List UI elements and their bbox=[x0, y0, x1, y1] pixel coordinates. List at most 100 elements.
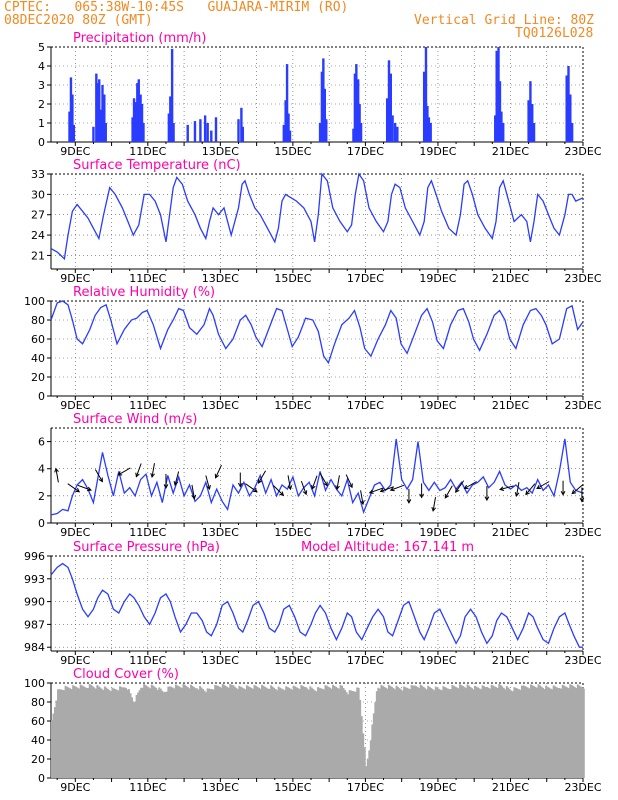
cloud-cover-bar bbox=[499, 684, 502, 778]
cloud-cover-bar bbox=[268, 688, 271, 778]
panel1-title: Precipitation (mm/h) bbox=[73, 31, 206, 46]
wind-arrow-head bbox=[525, 490, 530, 496]
wind-arrow-head bbox=[335, 485, 340, 491]
cloud-cover-bar bbox=[67, 687, 70, 778]
precip-bar bbox=[134, 102, 138, 142]
wind-arrow-head bbox=[86, 486, 92, 492]
wind-arrow bbox=[135, 463, 142, 477]
cloud-cover-bar bbox=[247, 686, 250, 778]
cloud-cover-bar bbox=[276, 690, 279, 778]
cloud-cover-bar bbox=[120, 686, 123, 778]
cloud-cover-bar bbox=[261, 684, 263, 778]
cloud-cover-bar bbox=[208, 688, 211, 778]
cloud-cover-bar bbox=[88, 684, 91, 778]
cloud-cover-bar bbox=[523, 686, 526, 778]
cloud-cover-bar bbox=[415, 686, 418, 778]
cloud-cover-bar bbox=[259, 688, 262, 778]
cloud-cover-bar bbox=[183, 684, 186, 778]
panel3-title: Relative Humidity (%) bbox=[73, 285, 215, 300]
cloud-cover-bar bbox=[111, 687, 114, 778]
cloud-cover-bar bbox=[454, 686, 457, 778]
precip-bar bbox=[92, 126, 95, 142]
cloud-cover-bar bbox=[436, 687, 439, 778]
panel3-xtick-label: 17DEC bbox=[347, 399, 384, 412]
wind-arrow-head bbox=[54, 467, 59, 473]
cloud-cover-bar bbox=[424, 688, 427, 778]
cloud-cover-bar bbox=[539, 685, 541, 778]
precip-bar bbox=[387, 60, 391, 142]
cloud-cover-bar bbox=[81, 685, 84, 778]
cloud-cover-bar bbox=[156, 690, 159, 778]
cloud-cover-bar bbox=[430, 688, 433, 778]
precip-bar bbox=[320, 71, 324, 142]
panel4-xtick-label: 9DEC bbox=[60, 526, 90, 539]
wind-arrow-head bbox=[302, 490, 308, 496]
wind-arrow-head bbox=[406, 499, 412, 504]
cloud-cover-bar bbox=[339, 684, 342, 778]
cloud-cover-bar bbox=[115, 689, 118, 778]
cloud-cover-bar bbox=[75, 686, 78, 778]
wind-arrow bbox=[191, 484, 195, 499]
panel1-ytick-label: 1 bbox=[38, 117, 45, 130]
cloud-cover-bar bbox=[235, 687, 238, 778]
panel4-ytick-label: 0 bbox=[38, 517, 45, 530]
cloud-cover-bar bbox=[211, 689, 214, 778]
wind-arrow bbox=[311, 475, 318, 490]
cloud-cover-bar bbox=[389, 685, 392, 778]
cloud-cover-bar bbox=[472, 689, 475, 778]
cloud-cover-bar bbox=[170, 686, 173, 778]
panel4-xtick-label: 15DEC bbox=[274, 526, 311, 539]
panel1-ytick-label: 4 bbox=[38, 60, 45, 73]
header-grid-note: Vertical Grid Line: 80Z bbox=[414, 13, 595, 28]
panel5-xtick-label: 17DEC bbox=[347, 654, 384, 667]
panel4-xtick-label: 23DEC bbox=[564, 526, 601, 539]
cloud-cover-bar bbox=[350, 690, 353, 778]
precip-bar bbox=[385, 98, 389, 142]
precip-bar bbox=[391, 115, 394, 142]
cloud-cover-bar bbox=[404, 687, 407, 778]
cloud-cover-bar bbox=[451, 685, 454, 778]
cloud-cover-bar bbox=[579, 686, 582, 778]
cloud-cover-bar bbox=[375, 691, 378, 778]
cloud-cover-bar bbox=[143, 684, 146, 778]
cloud-cover-bar bbox=[239, 686, 242, 778]
cloud-cover-bar bbox=[365, 766, 368, 778]
cloud-cover-bar bbox=[93, 687, 96, 778]
cloud-cover-bar bbox=[91, 686, 94, 778]
cloud-cover-bar bbox=[452, 685, 455, 778]
panel3-ytick-label: 60 bbox=[31, 333, 45, 346]
cloud-cover-bar bbox=[322, 689, 325, 778]
wind-arrow bbox=[525, 483, 536, 495]
cloud-cover-bar bbox=[495, 687, 498, 778]
panel1-xtick-label: 13DEC bbox=[202, 145, 239, 158]
cloud-cover-bar bbox=[282, 689, 285, 778]
cloud-cover-bar bbox=[446, 688, 449, 778]
precip-bar bbox=[285, 64, 289, 142]
precip-bar bbox=[527, 100, 530, 142]
cloud-cover-bar bbox=[484, 687, 487, 778]
cloud-cover-bar bbox=[197, 689, 200, 778]
precip-bar bbox=[95, 73, 98, 142]
cloud-cover-bar bbox=[468, 685, 470, 778]
panel6-ytick-label: 0 bbox=[38, 772, 45, 785]
precip-bar bbox=[96, 83, 99, 142]
cloud-cover-bar bbox=[306, 688, 309, 778]
cloud-cover-bar bbox=[146, 686, 149, 778]
panel1-xtick-label: 23DEC bbox=[564, 145, 601, 158]
panel1-xtick-label: 11DEC bbox=[129, 145, 166, 158]
wind-arrow-head bbox=[514, 492, 520, 497]
precip-bar bbox=[167, 113, 171, 142]
cloud-cover-bar bbox=[72, 685, 75, 778]
panel2-xtick-label: 21DEC bbox=[492, 272, 529, 285]
cloud-cover-bar bbox=[463, 686, 466, 778]
precip-bar bbox=[356, 79, 360, 142]
cloud-cover-bar bbox=[347, 694, 350, 778]
cloud-cover-bar bbox=[203, 690, 206, 778]
precip-bar bbox=[170, 48, 174, 142]
cloud-cover-bar bbox=[97, 686, 100, 778]
cloud-cover-bar bbox=[465, 688, 467, 778]
cloud-cover-bar bbox=[428, 686, 431, 778]
precip-bar bbox=[358, 104, 361, 142]
cloud-cover-bar bbox=[425, 689, 428, 778]
wind-arrow-head bbox=[419, 493, 424, 499]
